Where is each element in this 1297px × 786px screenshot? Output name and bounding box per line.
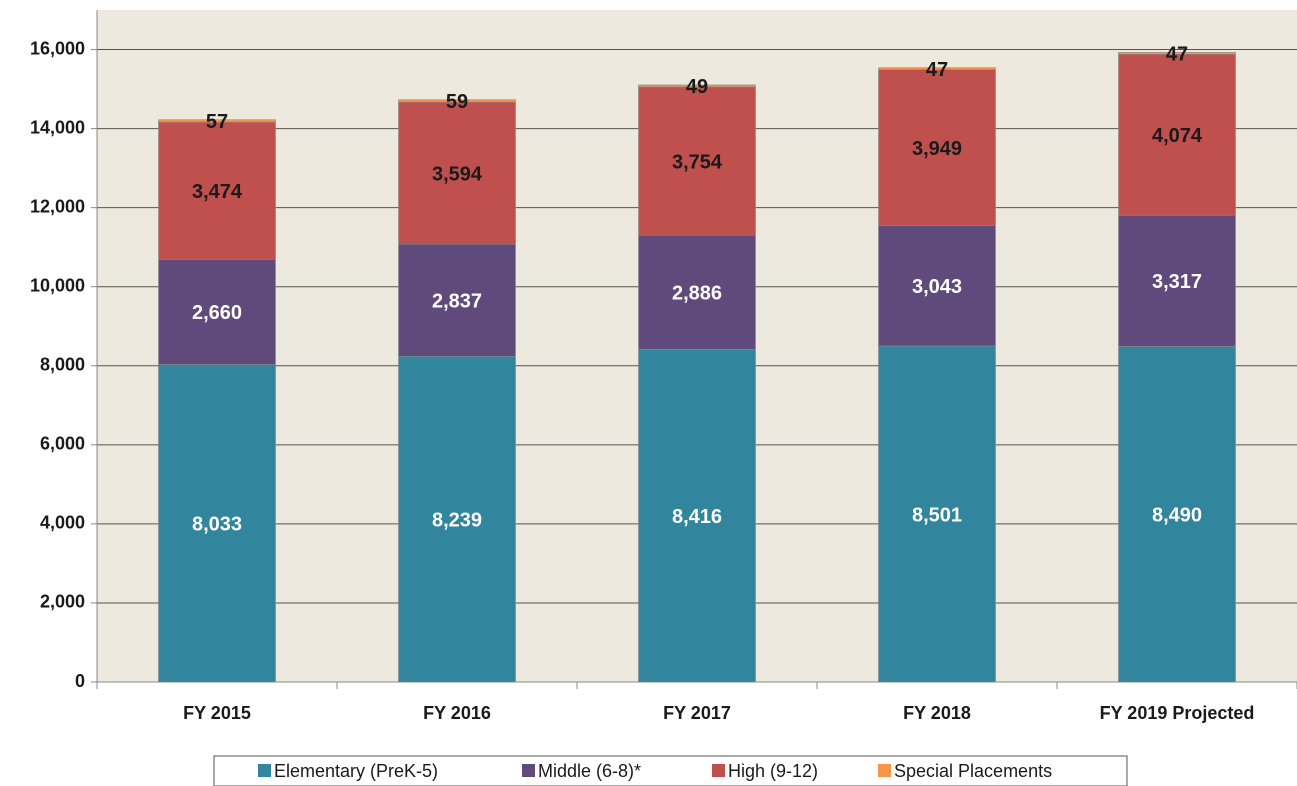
data-label: 8,033 bbox=[192, 514, 242, 536]
data-label: 57 bbox=[206, 111, 228, 133]
x-tick-label: FY 2018 bbox=[903, 703, 971, 723]
data-label: 8,416 bbox=[672, 506, 722, 528]
data-label: 3,043 bbox=[912, 276, 962, 298]
bar-segment bbox=[1118, 346, 1236, 683]
bar-segment bbox=[638, 234, 756, 350]
legend-label: Middle (6-8)* bbox=[538, 761, 641, 781]
bar-segment bbox=[1118, 52, 1236, 55]
data-label: 8,490 bbox=[1152, 504, 1202, 526]
y-tick-label: 12,000 bbox=[30, 196, 85, 216]
bar-segment bbox=[398, 101, 516, 245]
y-tick-label: 0 bbox=[75, 671, 85, 691]
data-label: 3,949 bbox=[912, 138, 962, 160]
data-label: 2,886 bbox=[672, 283, 722, 305]
y-tick-label: 6,000 bbox=[40, 434, 85, 454]
y-tick-label: 16,000 bbox=[30, 38, 85, 58]
legend-box bbox=[213, 755, 1128, 786]
bar-segment bbox=[878, 67, 996, 70]
legend-label: High (9-12) bbox=[728, 761, 818, 781]
bar-segment bbox=[1118, 214, 1236, 347]
legend-label: Elementary (PreK-5) bbox=[274, 761, 438, 781]
data-label: 3,594 bbox=[432, 163, 483, 185]
y-tick-label: 4,000 bbox=[40, 513, 85, 533]
bar-segment bbox=[398, 99, 516, 103]
legend-swatch bbox=[878, 764, 891, 777]
bar-segment bbox=[158, 119, 276, 123]
bar-segment bbox=[638, 86, 756, 236]
bar-segment bbox=[158, 364, 276, 683]
data-label: 8,239 bbox=[432, 509, 482, 531]
bar-segment bbox=[158, 121, 276, 260]
legend-swatch bbox=[712, 764, 725, 777]
legend-swatch bbox=[258, 764, 271, 777]
y-tick-label: 8,000 bbox=[40, 355, 85, 375]
bar-segment bbox=[878, 225, 996, 347]
x-tick-label: FY 2015 bbox=[183, 703, 251, 723]
y-tick-label: 10,000 bbox=[30, 275, 85, 295]
bar-segment bbox=[1118, 53, 1236, 216]
data-label: 4,074 bbox=[1152, 125, 1203, 147]
data-label: 3,474 bbox=[192, 181, 243, 203]
data-label: 3,754 bbox=[672, 151, 723, 173]
y-tick-label: 2,000 bbox=[40, 592, 85, 612]
data-label: 49 bbox=[686, 76, 708, 98]
data-label: 2,837 bbox=[432, 291, 482, 313]
x-tick-label: FY 2016 bbox=[423, 703, 491, 723]
data-label: 59 bbox=[446, 91, 468, 113]
bar-segment bbox=[398, 243, 516, 357]
legend-swatch bbox=[522, 764, 535, 777]
data-label: 47 bbox=[926, 59, 948, 81]
data-label: 2,660 bbox=[192, 302, 242, 324]
x-tick-label: FY 2019 Projected bbox=[1100, 703, 1255, 723]
data-label: 8,501 bbox=[912, 504, 962, 526]
data-label: 47 bbox=[1166, 44, 1188, 66]
y-tick-label: 14,000 bbox=[30, 117, 85, 137]
bar-segment bbox=[158, 259, 276, 365]
bar-segment bbox=[398, 356, 516, 683]
legend-label: Special Placements bbox=[894, 761, 1052, 781]
bar-segment bbox=[638, 84, 756, 88]
x-tick-label: FY 2017 bbox=[663, 703, 731, 723]
data-label: 3,317 bbox=[1152, 271, 1202, 293]
bar-segment bbox=[878, 345, 996, 683]
